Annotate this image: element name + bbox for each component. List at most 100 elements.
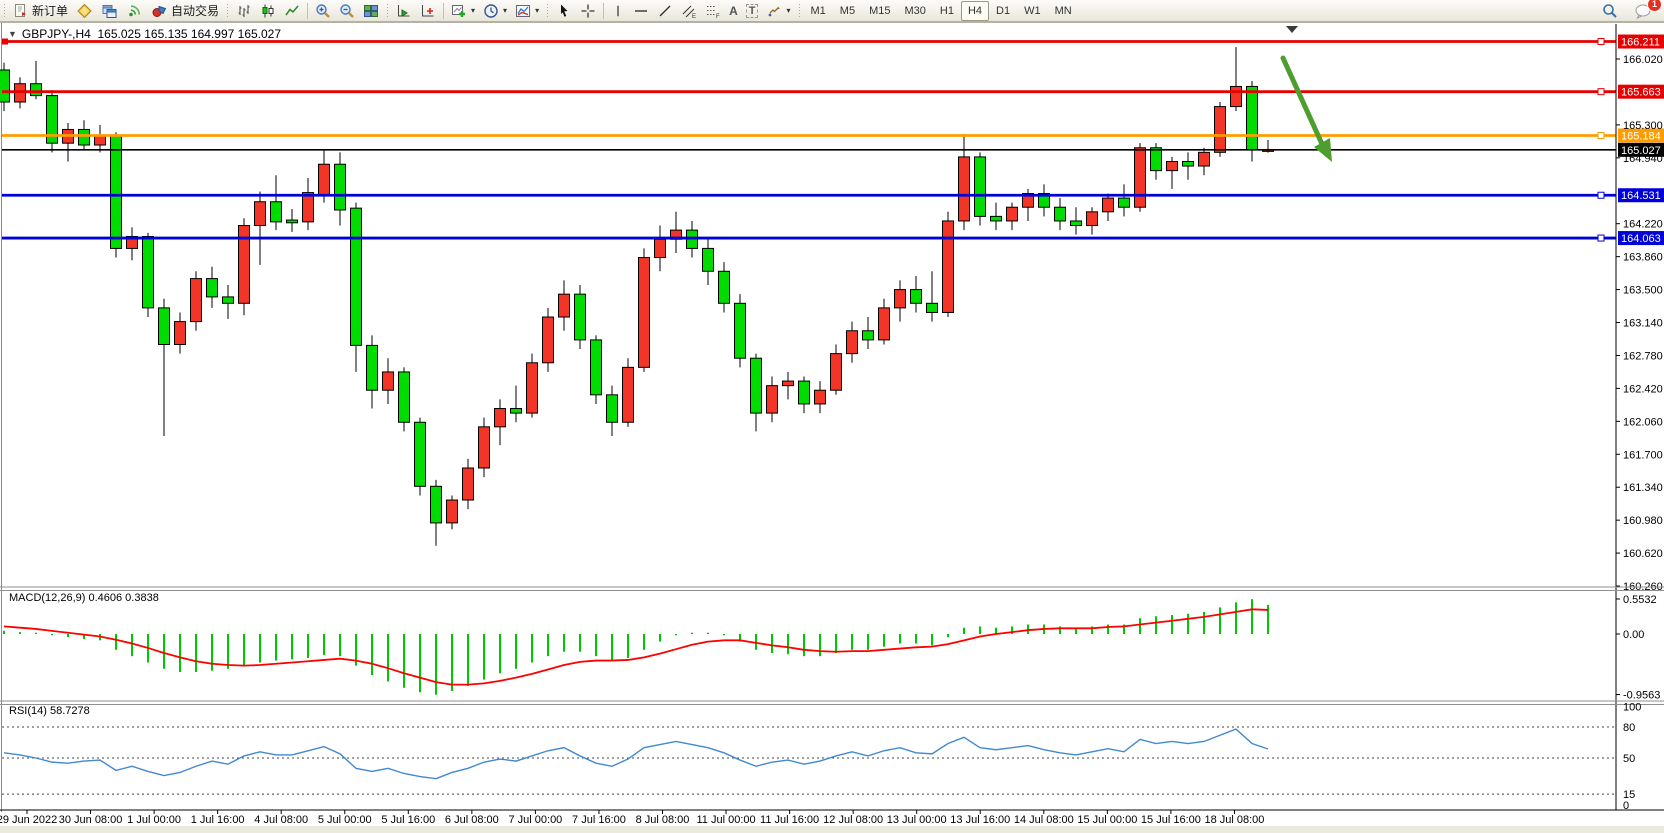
auto-trading-icon: [152, 5, 167, 17]
channel-icon: E: [682, 5, 696, 19]
horizontal-line-tool-button[interactable]: [629, 1, 653, 21]
notification-icon: [1635, 4, 1651, 19]
toolbar-drag-handle[interactable]: [545, 2, 551, 19]
timeframe-mn-button[interactable]: MN: [1048, 1, 1079, 21]
timeframe-d1-button[interactable]: D1: [989, 1, 1017, 21]
cursor-tool-button[interactable]: [552, 1, 576, 21]
svg-text:18 Jul 08:00: 18 Jul 08:00: [1204, 814, 1264, 826]
toolbar-drag-handle[interactable]: [796, 2, 802, 19]
svg-text:29 Jun 2022: 29 Jun 2022: [0, 814, 57, 826]
svg-text:7 Jul 00:00: 7 Jul 00:00: [508, 814, 562, 826]
crosshair-icon: [581, 4, 595, 17]
toolbar-separator: [603, 2, 605, 19]
svg-text:1 Jul 16:00: 1 Jul 16:00: [191, 814, 245, 826]
svg-text:15: 15: [1623, 789, 1635, 801]
periods-icon: [484, 3, 498, 18]
trendline-icon: [659, 5, 671, 16]
svg-text:14 Jul 08:00: 14 Jul 08:00: [1014, 814, 1074, 826]
search-icon: [1603, 3, 1617, 18]
toolbar-separator: [443, 2, 445, 19]
svg-text:13 Jul 16:00: 13 Jul 16:00: [950, 814, 1010, 826]
tile-windows-button[interactable]: [359, 1, 383, 21]
trendline-tool-button[interactable]: [653, 1, 677, 21]
periods-button[interactable]: ▾: [479, 1, 511, 21]
timeframe-m30-button[interactable]: M30: [897, 1, 932, 21]
candlestick-chart-button[interactable]: [256, 1, 280, 21]
chart-shift-button[interactable]: [416, 1, 440, 21]
svg-text:166.211: 166.211: [1621, 37, 1660, 49]
text-label-tool-label: T: [745, 3, 759, 18]
toolbar-drag-handle[interactable]: [2, 2, 7, 19]
zoom-out-icon: [340, 3, 354, 18]
svg-text:4 Jul 08:00: 4 Jul 08:00: [254, 814, 308, 826]
channel-tool-button[interactable]: E: [677, 1, 701, 21]
zoom-in-icon: [316, 3, 330, 18]
chart-canvas[interactable]: 166.211 165.663 165.184 165.027 164.531 164.0…: [0, 22, 1664, 833]
cursor-icon: [561, 4, 568, 17]
svg-text:162.780: 162.780: [1623, 350, 1663, 362]
new-order-button[interactable]: 新订单: [9, 1, 72, 21]
timeframe-h4-button[interactable]: H4: [960, 0, 989, 21]
svg-text:164.063: 164.063: [1621, 233, 1661, 245]
templates-button[interactable]: ▾: [511, 1, 543, 21]
chart-collapse-icon[interactable]: ▼: [8, 29, 17, 39]
svg-text:-0.9563: -0.9563: [1623, 690, 1660, 702]
svg-text:165.027: 165.027: [1621, 145, 1661, 157]
zoom-out-button[interactable]: [335, 1, 359, 21]
line-chart-icon: [285, 5, 299, 15]
svg-text:162.420: 162.420: [1623, 383, 1663, 395]
timeframe-w1-button[interactable]: W1: [1017, 1, 1048, 21]
toolbar-separator: [307, 2, 309, 19]
svg-text:165.184: 165.184: [1621, 130, 1661, 142]
svg-text:163.140: 163.140: [1623, 318, 1663, 330]
market-watch-button[interactable]: [72, 1, 97, 21]
svg-text:165.300: 165.300: [1623, 120, 1663, 132]
toolbar-drag-handle[interactable]: [385, 2, 391, 19]
svg-text:160.980: 160.980: [1623, 515, 1663, 527]
svg-text:5 Jul 16:00: 5 Jul 16:00: [381, 814, 435, 826]
svg-text:15 Jul 00:00: 15 Jul 00:00: [1077, 814, 1137, 826]
timeframe-m5-button[interactable]: M5: [833, 1, 862, 21]
tile-windows-icon: [364, 4, 379, 17]
svg-text:0: 0: [1623, 800, 1629, 812]
auto-scroll-button[interactable]: [392, 1, 416, 21]
chart-title: ▼ GBPJPY-,H4 165.025 165.135 164.997 165…: [8, 27, 281, 41]
svg-text:15 Jul 16:00: 15 Jul 16:00: [1141, 814, 1201, 826]
data-window-button[interactable]: [97, 1, 122, 21]
auto-trading-label: 自动交易: [171, 4, 220, 18]
svg-text:163.500: 163.500: [1623, 285, 1663, 297]
signals-button[interactable]: [122, 1, 147, 21]
zoom-in-button[interactable]: [311, 1, 335, 21]
fibonacci-tool-button[interactable]: F: [701, 1, 725, 21]
indicators-button[interactable]: ▾: [447, 1, 479, 21]
text-label-tool-button[interactable]: T: [742, 1, 763, 21]
search-button[interactable]: [1598, 1, 1622, 21]
svg-text:E: E: [692, 14, 696, 19]
rsi-indicator-label: RSI(14) 58.7278: [9, 705, 90, 717]
timeframe-h1-button[interactable]: H1: [933, 1, 961, 21]
vertical-line-tool-button[interactable]: [607, 1, 629, 21]
crosshair-tool-button[interactable]: [576, 1, 600, 21]
svg-text:0.00: 0.00: [1623, 629, 1644, 641]
svg-text:164.531: 164.531: [1621, 190, 1661, 202]
dropdown-caret-icon: ▾: [535, 5, 540, 15]
svg-text:6 Jul 08:00: 6 Jul 08:00: [445, 814, 499, 826]
auto-trading-button[interactable]: 自动交易: [147, 1, 223, 21]
arrows-tool-button[interactable]: ▾: [762, 1, 794, 21]
svg-text:163.860: 163.860: [1623, 252, 1663, 264]
timeframe-m1-button[interactable]: M1: [804, 1, 833, 21]
line-chart-button[interactable]: [280, 1, 304, 21]
svg-text:11 Jul 16:00: 11 Jul 16:00: [760, 814, 819, 826]
svg-text:160.620: 160.620: [1623, 548, 1663, 560]
text-tool-button[interactable]: A: [725, 1, 742, 21]
new-order-icon: [15, 3, 26, 17]
toolbar-drag-handle[interactable]: [225, 2, 231, 19]
svg-text:161.700: 161.700: [1623, 449, 1663, 461]
svg-text:12 Jul 08:00: 12 Jul 08:00: [823, 814, 883, 826]
timeframe-m15-button[interactable]: M15: [862, 1, 897, 21]
candlestick-chart-icon: [262, 4, 274, 17]
notifications-button[interactable]: 1: [1630, 0, 1662, 21]
vertical-line-icon: [617, 5, 619, 16]
svg-text:30 Jun 08:00: 30 Jun 08:00: [59, 814, 123, 826]
bar-chart-button[interactable]: [232, 1, 256, 21]
